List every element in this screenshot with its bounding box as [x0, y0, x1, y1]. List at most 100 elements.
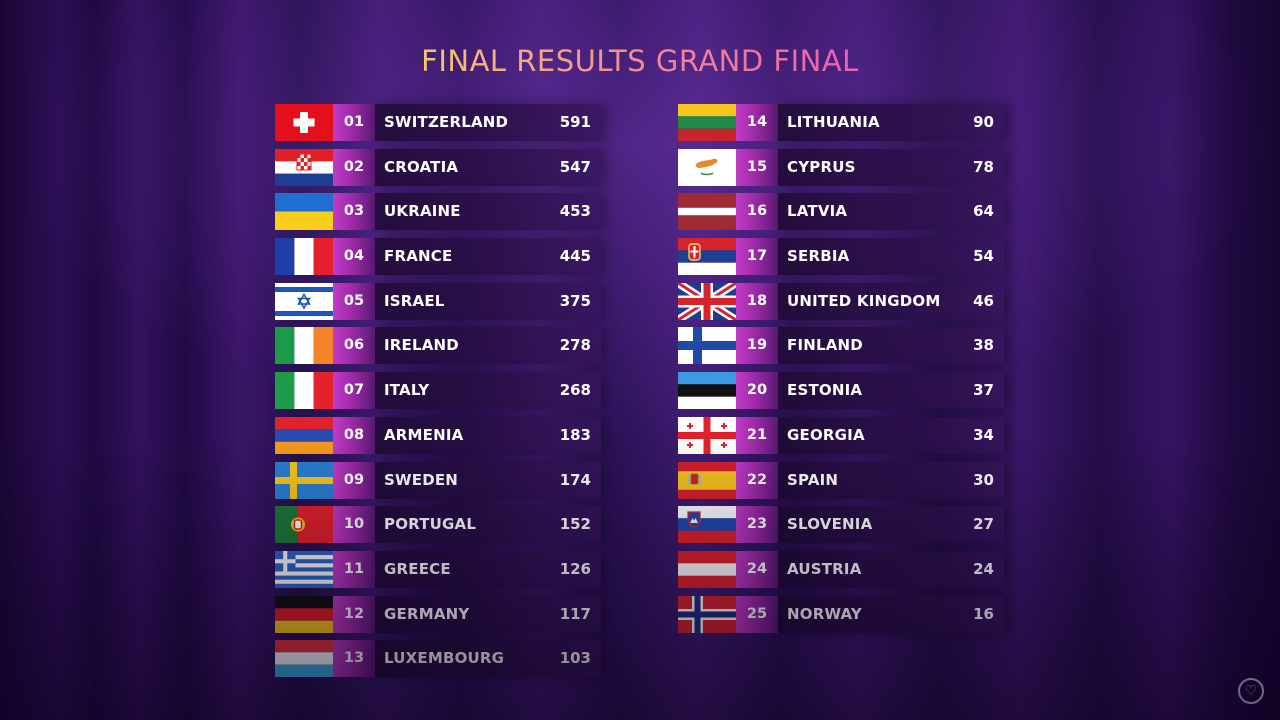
spain-flag-icon: [678, 461, 736, 499]
points-value: 38: [973, 336, 994, 355]
result-row-switzerland: 01 SWITZERLAND 591: [275, 104, 601, 141]
austria-flag-icon: [678, 550, 736, 588]
italy-flag-icon: [275, 372, 333, 410]
result-bar: IRELAND 278: [375, 327, 601, 365]
points-value: 375: [559, 291, 591, 310]
rank-number: 04: [333, 238, 375, 276]
rank-number: 09: [333, 461, 375, 499]
result-row-ukraine: 03 UKRAINE 453: [275, 193, 601, 231]
result-row-luxembourg: 13 LUXEMBOURG 103: [275, 640, 601, 678]
results-column-left: 01 SWITZERLAND 591 02 CROATIA 547 03 UKR…: [275, 104, 601, 685]
points-value: 268: [559, 381, 591, 400]
serbia-flag-icon: [678, 238, 736, 276]
result-bar: UNITED KINGDOM 46: [778, 282, 1004, 320]
points-value: 30: [973, 470, 994, 489]
country-name: LATVIA: [787, 202, 848, 221]
result-bar: SWEDEN 174: [375, 461, 601, 499]
points-value: 126: [559, 559, 591, 578]
points-value: 90: [973, 113, 994, 131]
result-bar: SLOVENIA 27: [778, 506, 1004, 544]
germany-flag-icon: [275, 595, 333, 633]
rank-number: 05: [333, 282, 375, 320]
points-value: 46: [973, 291, 994, 310]
country-name: LITHUANIA: [787, 113, 880, 131]
country-name: UNITED KINGDOM: [787, 291, 941, 310]
result-bar: AUSTRIA 24: [778, 550, 1004, 588]
result-bar: GREECE 126: [375, 550, 601, 588]
portugal-flag-icon: [275, 506, 333, 544]
rank-number: 15: [736, 148, 778, 186]
points-value: 54: [973, 247, 994, 266]
country-name: GREECE: [384, 559, 451, 578]
points-value: 547: [559, 157, 591, 176]
rank-number: 22: [736, 461, 778, 499]
result-bar: CROATIA 547: [375, 148, 601, 186]
rank-number: 17: [736, 238, 778, 276]
cyprus-flag-icon: [678, 148, 736, 186]
page-title-text: FINAL RESULTS GRAND FINAL: [421, 44, 859, 78]
points-value: 27: [973, 515, 994, 534]
switzerland-flag-icon: [275, 104, 333, 141]
result-row-serbia: 17 SERBIA 54: [678, 238, 1004, 276]
result-row-greece: 11 GREECE 126: [275, 550, 601, 588]
rank-number: 03: [333, 193, 375, 231]
result-row-lithuania: 14 LITHUANIA 90: [678, 104, 1004, 141]
rank-number: 01: [333, 104, 375, 141]
latvia-flag-icon: [678, 193, 736, 231]
points-value: 78: [973, 157, 994, 176]
points-value: 152: [559, 515, 591, 534]
country-name: CYPRUS: [787, 157, 856, 176]
result-row-croatia: 02 CROATIA 547: [275, 148, 601, 186]
result-row-israel: 05 ISRAEL 375: [275, 282, 601, 320]
result-row-latvia: 16 LATVIA 64: [678, 193, 1004, 231]
points-value: 64: [973, 202, 994, 221]
result-row-finland: 19 FINLAND 38: [678, 327, 1004, 365]
ukraine-flag-icon: [275, 193, 333, 231]
country-name: ITALY: [384, 381, 430, 400]
heart-logo-icon: ♡: [1238, 678, 1264, 704]
result-bar: ARMENIA 183: [375, 416, 601, 454]
sweden-flag-icon: [275, 461, 333, 499]
result-row-armenia: 08 ARMENIA 183: [275, 416, 601, 454]
rank-number: 24: [736, 550, 778, 588]
rank-number: 02: [333, 148, 375, 186]
rank-number: 13: [333, 640, 375, 678]
france-flag-icon: [275, 238, 333, 276]
result-row-georgia: 21 GEORGIA 34: [678, 416, 1004, 454]
result-bar: SPAIN 30: [778, 461, 1004, 499]
united-kingdom-flag-icon: [678, 282, 736, 320]
result-bar: NORWAY 16: [778, 595, 1004, 633]
points-value: 174: [559, 470, 591, 489]
country-name: ISRAEL: [384, 291, 445, 310]
rank-number: 18: [736, 282, 778, 320]
points-value: 16: [973, 604, 994, 623]
result-bar: ISRAEL 375: [375, 282, 601, 320]
country-name: SWEDEN: [384, 470, 459, 489]
result-row-italy: 07 ITALY 268: [275, 372, 601, 410]
country-name: LUXEMBOURG: [384, 649, 505, 668]
rank-number: 14: [736, 104, 778, 141]
country-name: FINLAND: [787, 336, 863, 355]
country-name: SPAIN: [787, 470, 839, 489]
result-bar: SERBIA 54: [778, 238, 1004, 276]
finland-flag-icon: [678, 327, 736, 365]
country-name: SLOVENIA: [787, 515, 873, 534]
rank-number: 10: [333, 506, 375, 544]
points-value: 278: [559, 336, 591, 355]
slovenia-flag-icon: [678, 506, 736, 544]
result-bar: LATVIA 64: [778, 193, 1004, 231]
result-row-sweden: 09 SWEDEN 174: [275, 461, 601, 499]
georgia-flag-icon: [678, 416, 736, 454]
result-row-united-kingdom: 18 UNITED KINGDOM 46: [678, 282, 1004, 320]
country-name: ESTONIA: [787, 381, 863, 400]
croatia-flag-icon: [275, 148, 333, 186]
result-bar: SWITZERLAND 591: [375, 104, 601, 141]
result-bar: FRANCE 445: [375, 238, 601, 276]
result-bar: LITHUANIA 90: [778, 104, 1004, 141]
result-row-slovenia: 23 SLOVENIA 27: [678, 506, 1004, 544]
result-bar: UKRAINE 453: [375, 193, 601, 231]
rank-number: 08: [333, 416, 375, 454]
rank-number: 21: [736, 416, 778, 454]
result-bar: LUXEMBOURG 103: [375, 640, 601, 678]
country-name: GERMANY: [384, 604, 470, 623]
